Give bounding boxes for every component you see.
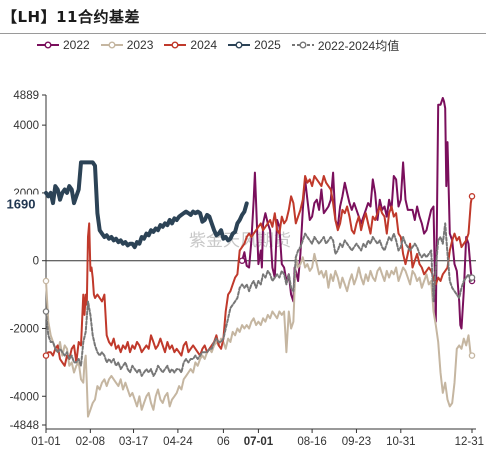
legend-item-2023: 2023 [100, 38, 154, 52]
legend-label: 2025 [254, 38, 281, 52]
x-tick-label: 01-01 [31, 436, 60, 448]
x-tick-label: 10-31 [386, 436, 415, 448]
y-tick-label: -4000 [10, 391, 39, 403]
legend-item-2022-2024: 2022-2024均值 [291, 37, 399, 54]
series-end-marker [468, 352, 476, 359]
series-end-marker [468, 193, 476, 200]
y-tick-label: 4000 [13, 120, 39, 132]
series-line-2022 [241, 97, 473, 330]
series-end-marker [42, 277, 50, 285]
legend-label: 2022-2024均值 [317, 38, 400, 53]
series-2022-2024 [42, 222, 476, 377]
legend-label: 2022 [63, 38, 90, 52]
legend-item-2025: 2025 [227, 38, 281, 52]
x-tick-label: 02-08 [76, 436, 105, 448]
x-tick-label: 12-31 [455, 436, 484, 448]
x-tick-label: 07-01 [244, 436, 274, 448]
legend: 2022 2023 2024 2025 2022-2024均值 [36, 37, 399, 53]
series-end-marker [42, 308, 50, 315]
legend-swatch [291, 41, 314, 49]
x-tick-label: 09-23 [342, 436, 371, 448]
x-tick-label: 04-24 [163, 436, 193, 448]
legend-label: 2024 [190, 38, 218, 52]
series-line-2025 [44, 160, 249, 250]
callout-label: 1690 [7, 196, 36, 211]
y-tick-label: -4848 [10, 420, 39, 432]
legend-swatch [164, 41, 187, 49]
x-tick-label: 06 [217, 436, 230, 448]
callout-box [1, 194, 42, 213]
series-layer [42, 97, 476, 418]
legend-item-2022: 2022 [36, 38, 90, 52]
legend-swatch [100, 41, 123, 49]
series-2023 [42, 252, 476, 418]
x-tick-label: 08-16 [297, 436, 326, 448]
series-2025 [44, 160, 249, 250]
series-line-2022-2024 [45, 222, 473, 377]
series-2024 [42, 175, 476, 367]
x-tick-label: 03-17 [119, 436, 148, 448]
series-line-2024 [45, 175, 473, 367]
overlay: 1690 [1, 194, 42, 213]
series-end-marker [238, 257, 246, 264]
legend-item-2024: 2024 [163, 38, 217, 52]
y-tick-label: 4889 [13, 90, 39, 102]
watermark: 紫金天风期货 [189, 231, 291, 251]
y-tick-label: -2000 [10, 323, 39, 335]
series-end-marker [468, 274, 476, 281]
legend-label: 2023 [126, 38, 154, 52]
series-end-marker [42, 352, 50, 359]
title-divider [0, 33, 486, 34]
y-tick-label: 0 [33, 256, 39, 268]
legend-swatch [228, 41, 251, 49]
series-line-2023 [45, 252, 473, 418]
legend-swatch [37, 41, 59, 49]
chart-title: 【LH】11合约基差 [2, 8, 140, 26]
